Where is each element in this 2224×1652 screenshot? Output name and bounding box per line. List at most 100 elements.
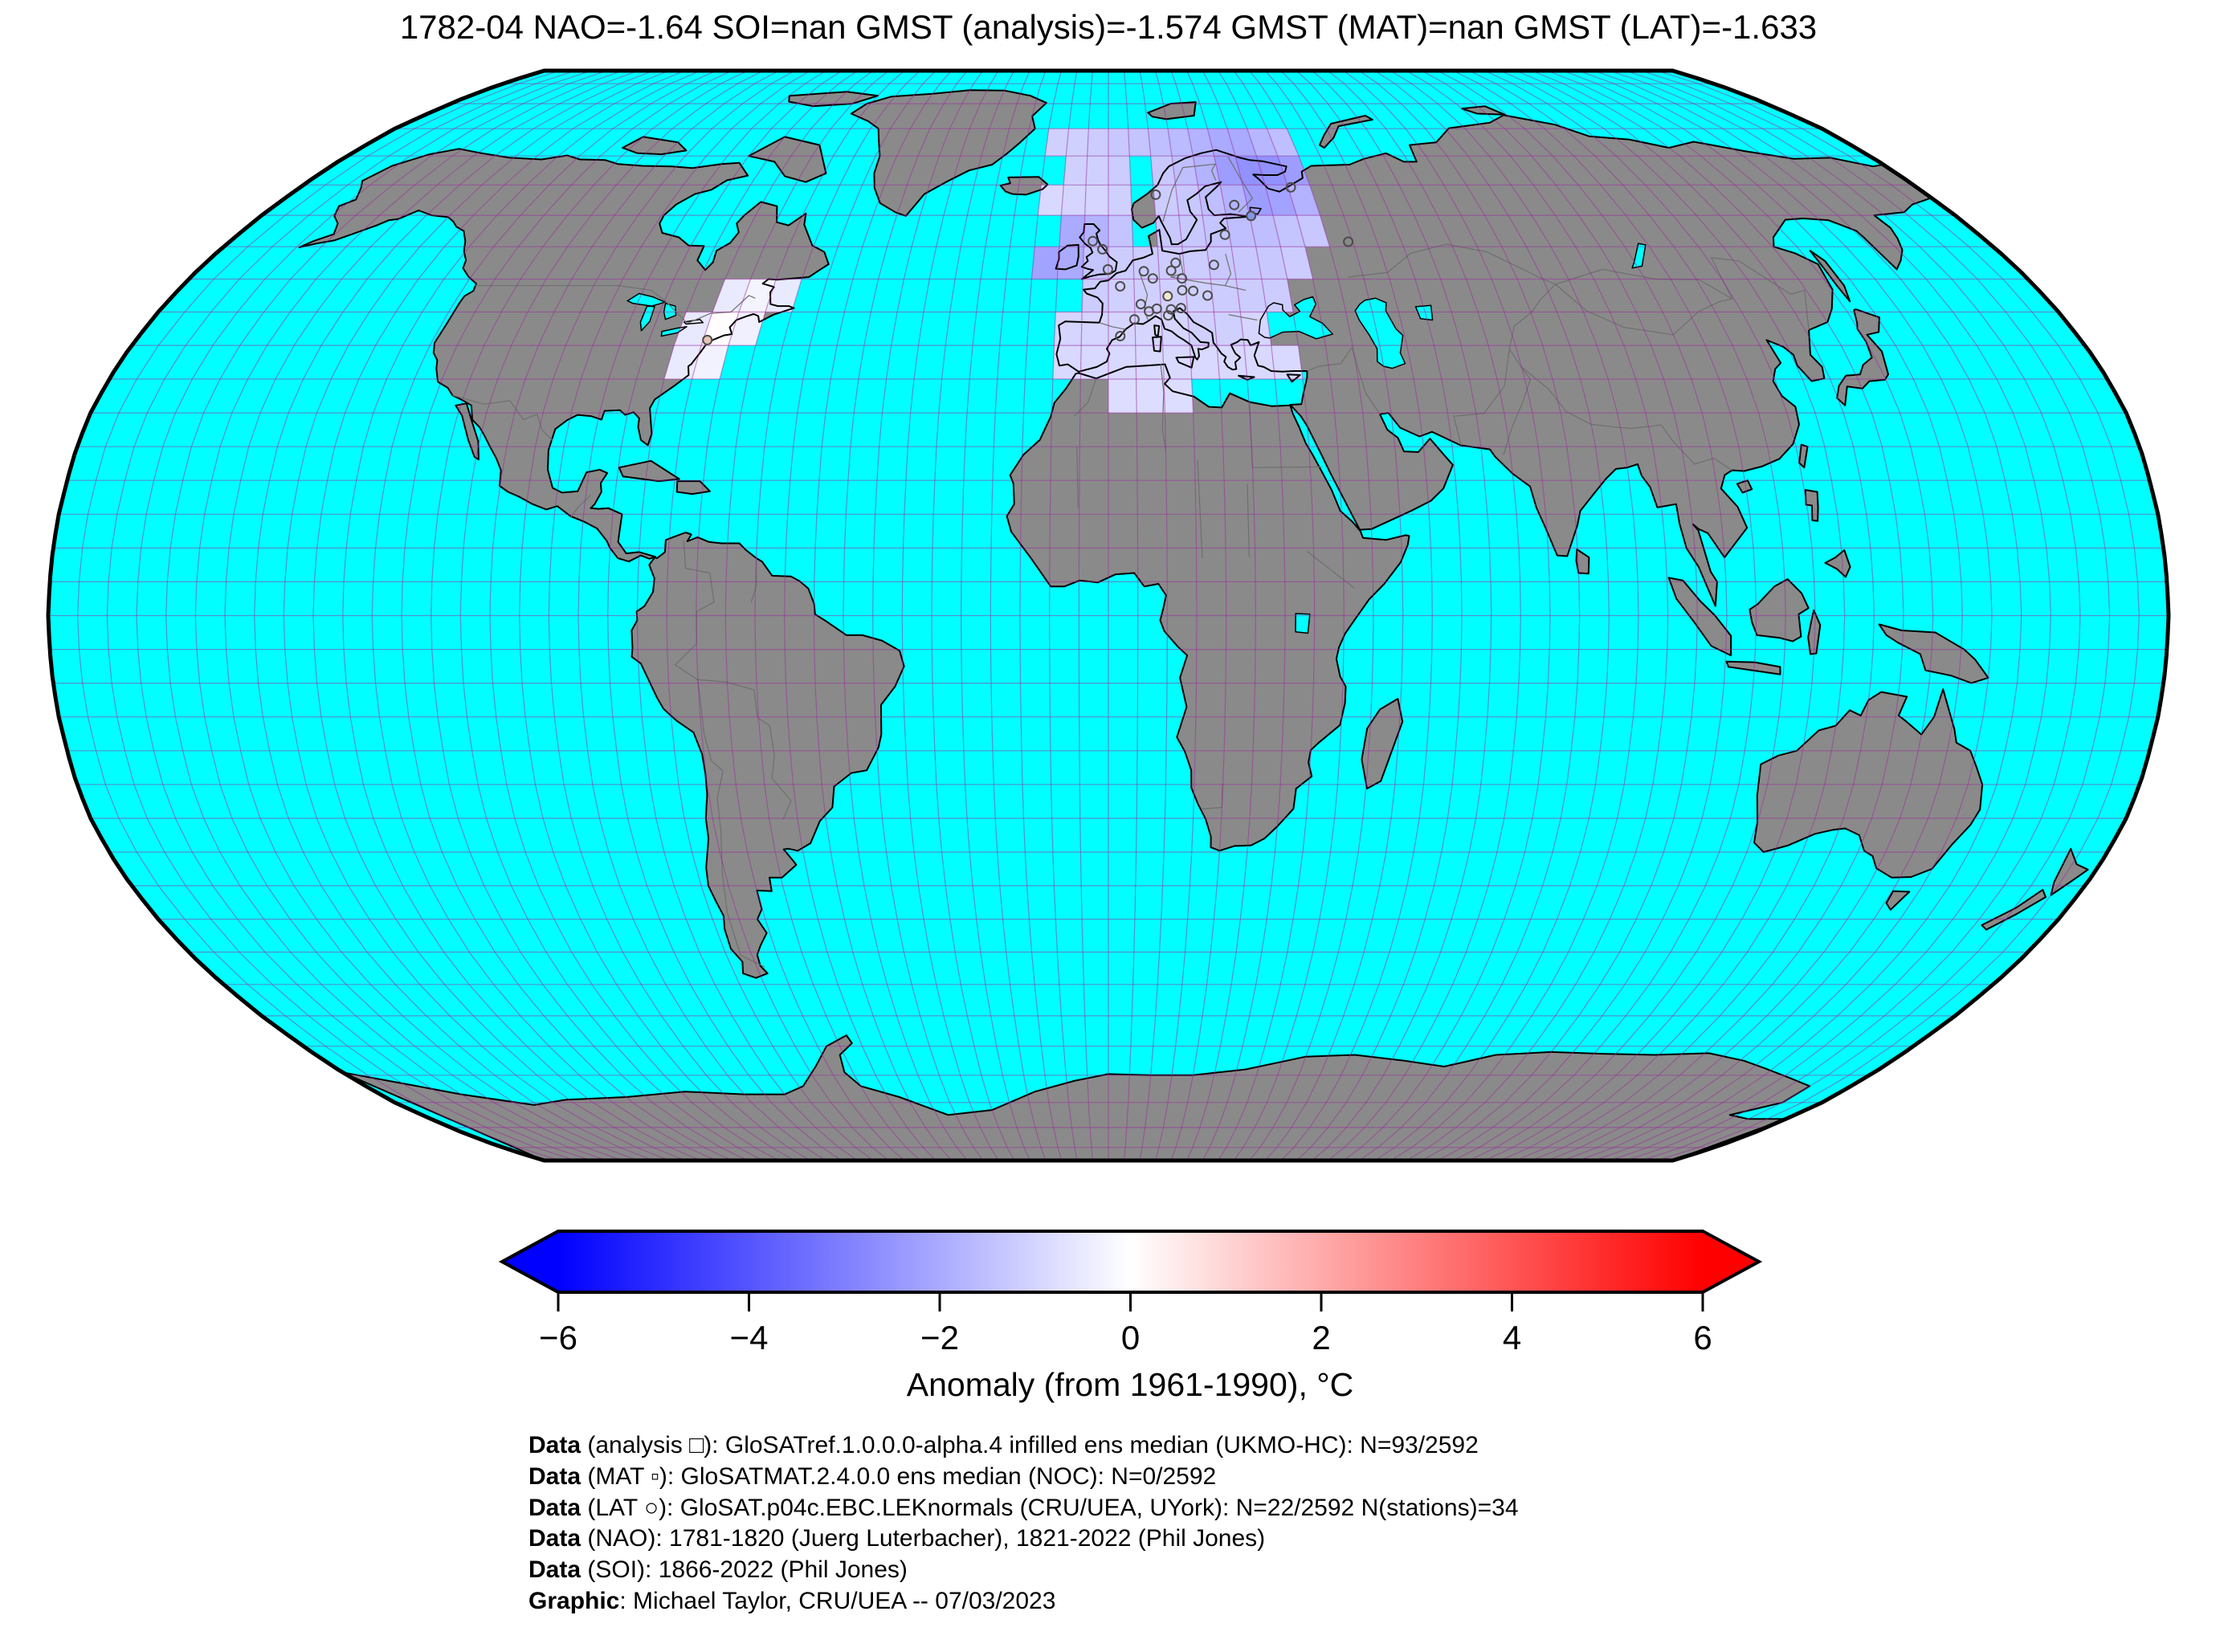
anomaly-cell (1063, 156, 1088, 186)
station-marker (1188, 285, 1199, 296)
anomaly-cell (1084, 185, 1108, 216)
station-marker (1202, 290, 1213, 301)
anomaly-cells (663, 128, 1330, 414)
anomaly-cell (1086, 156, 1108, 186)
anomaly-cell (1296, 215, 1330, 247)
anomaly-cell (1168, 128, 1194, 157)
colorbar (498, 1230, 1763, 1311)
station-marker (1115, 281, 1126, 292)
anomaly-cell (1190, 345, 1220, 379)
footer-line-text: (LAT ○): GloSAT.p04c.EBC.LEKnormals (CRU… (581, 1494, 1519, 1521)
anomaly-cell (1181, 247, 1211, 279)
land (1825, 549, 1851, 577)
footer-line-label: Data (528, 1432, 582, 1458)
anomaly-cell (1226, 215, 1256, 247)
colorbar-tick-label: 2 (1312, 1319, 1331, 1356)
anomaly-cell (1214, 312, 1244, 346)
station-marker (1138, 266, 1149, 277)
anomaly-cell (1135, 345, 1165, 379)
anomaly-cell (1108, 379, 1137, 414)
station-marker (1102, 263, 1113, 275)
station-marker (702, 334, 713, 345)
anomaly-cell (1150, 156, 1176, 186)
anomaly-cell (1066, 128, 1089, 157)
anomaly-cell (1081, 312, 1108, 346)
land (1837, 309, 1888, 406)
map-frame (46, 68, 2171, 1163)
station-marker (1285, 182, 1296, 193)
footer-line-label: Data (528, 1525, 582, 1552)
colorbar-tick-label: −6 (539, 1319, 577, 1356)
anomaly-cell (1267, 128, 1300, 157)
colorbar-gradient (498, 1230, 1763, 1294)
station-marker (1162, 291, 1173, 302)
land (631, 532, 904, 978)
colorbar-tick-label: −4 (729, 1319, 769, 1356)
anomaly-cell (1057, 247, 1084, 279)
anomaly-cell (1052, 345, 1082, 379)
water-body (1355, 298, 1406, 369)
anomaly-cell (1247, 128, 1278, 157)
water-body (1296, 614, 1310, 634)
anomaly-cell (1080, 345, 1108, 379)
footer-credits: Data (analysis □): GloSATref.1.0.0.0-alp… (528, 1430, 1519, 1617)
anomaly-cell (663, 345, 702, 379)
footer-line-text: (NAO): 1781-1820 (Juerg Luterbacher), 18… (581, 1525, 1266, 1552)
footer-line-text: (MAT ▫): GloSATMAT.2.4.0.0 ens median (N… (581, 1462, 1217, 1490)
anomaly-cell (1108, 128, 1130, 157)
land (1000, 177, 1048, 195)
anomaly-cell (1280, 247, 1313, 279)
station-marker (1150, 189, 1161, 200)
station-marker (1343, 236, 1354, 247)
anomaly-cell (1061, 185, 1087, 216)
station-marker (1165, 265, 1177, 276)
land (1879, 624, 1989, 683)
anomaly-cell (1207, 128, 1236, 157)
colorbar-tick-label: −2 (920, 1319, 959, 1356)
footer-line: Data (analysis □): GloSATref.1.0.0.0-alp… (528, 1430, 1519, 1462)
colorbar-axis-label: Anomaly (from 1961-1990), °C (906, 1366, 1354, 1403)
anomaly-cell (1087, 128, 1108, 157)
anomaly-cell (1187, 128, 1214, 157)
station-marker (1219, 229, 1230, 240)
station-marker (1165, 304, 1177, 315)
land (1148, 102, 1196, 120)
anomaly-cell (1198, 185, 1226, 216)
anomaly-cell (1217, 345, 1247, 379)
footer-line-label: Data (528, 1556, 582, 1584)
station-marker (1208, 259, 1219, 271)
station-marker (1097, 243, 1108, 255)
footer-line: Data (MAT ▫): GloSATMAT.2.4.0.0 ens medi… (528, 1462, 1519, 1493)
land (1749, 579, 1809, 642)
station-marker (1175, 303, 1186, 314)
anomaly-cell (1164, 379, 1194, 414)
anomaly-cell (1108, 345, 1136, 379)
land (1006, 364, 1410, 851)
anomaly-cell (1108, 185, 1132, 216)
graticule (48, 71, 2169, 1160)
station-marker (1151, 303, 1162, 314)
anomaly-cell (1231, 247, 1262, 279)
station-marker (1163, 310, 1173, 321)
anomaly-cell (1108, 156, 1131, 186)
station-marker (1128, 314, 1140, 325)
anomaly-cell (1108, 215, 1133, 247)
anomaly-cell (1162, 345, 1192, 379)
anomaly-cell (1206, 247, 1237, 279)
footer-line-label: Data (528, 1462, 582, 1490)
footer-line-text: (analysis □): GloSATref.1.0.0.0-alpha.4 … (581, 1432, 1479, 1458)
anomaly-cell (1059, 215, 1085, 247)
land (455, 403, 479, 460)
anomaly-cell (1128, 128, 1151, 157)
station-marker (1115, 331, 1126, 341)
station-marker (1147, 273, 1158, 284)
anomaly-cell (1082, 279, 1108, 312)
station-marker (1177, 284, 1188, 296)
station-marker (1229, 199, 1240, 210)
anomaly-cell (739, 279, 777, 312)
anomaly-cell (1236, 279, 1267, 312)
footer-line: Graphic: Michael Taylor, CRU/UEA -- 07/0… (528, 1586, 1519, 1617)
anomaly-cell (1083, 215, 1108, 247)
